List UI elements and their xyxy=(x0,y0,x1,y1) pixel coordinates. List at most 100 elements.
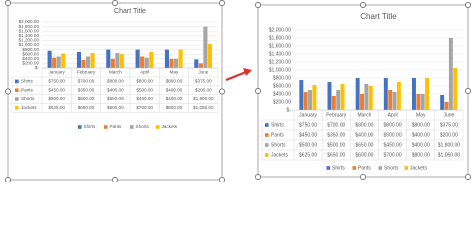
bar xyxy=(425,78,430,110)
bar xyxy=(331,96,336,110)
bar xyxy=(106,49,111,68)
table-cell: $700.00 xyxy=(78,79,95,84)
bar xyxy=(47,50,52,68)
bar xyxy=(207,43,212,68)
table-cell: $450.00 xyxy=(299,132,317,138)
y-tick-label: $200.00 xyxy=(22,61,39,66)
x-tick-label: May xyxy=(416,112,426,118)
table-cell: $1,050.00 xyxy=(438,152,460,158)
y-tick-label: $1,400.00 xyxy=(269,51,291,57)
table-row-label: Shirts xyxy=(21,79,33,84)
bar xyxy=(453,68,458,110)
table-cell: $375.00 xyxy=(440,122,458,128)
y-tick-label: $1,200.00 xyxy=(269,59,291,65)
bar xyxy=(420,94,425,110)
bar xyxy=(178,49,183,68)
y-tick-label: $1,800.00 xyxy=(19,24,40,29)
table-legend-key xyxy=(15,97,19,101)
bar xyxy=(198,63,203,68)
resize-handle xyxy=(219,0,225,6)
resize-handle xyxy=(465,2,471,8)
table-cell: $800.00 xyxy=(107,79,124,84)
table-cell: $800.00 xyxy=(355,122,373,128)
y-tick-label: $2,000.00 xyxy=(269,27,291,33)
table-cell: $400.00 xyxy=(412,142,430,148)
screenshot: Chart Title$-$200.00$400.00$600.00$800.0… xyxy=(5,0,471,182)
table-cell: $400.00 xyxy=(107,87,124,92)
legend-key xyxy=(326,166,331,170)
table-cell: $625.00 xyxy=(299,152,317,158)
table-cell: $500.00 xyxy=(299,142,317,148)
bar xyxy=(174,58,179,68)
y-tick-label: $800.00 xyxy=(22,47,39,52)
chart-frame xyxy=(257,4,469,178)
chart: Chart Title$-$200.00$400.00$600.00$800.0… xyxy=(255,2,471,180)
bar xyxy=(81,59,86,68)
bar xyxy=(52,57,57,68)
resize-handle xyxy=(219,177,225,182)
y-tick-label: $400.00 xyxy=(22,56,39,61)
table-cell: $650.00 xyxy=(78,105,95,110)
resize-handle xyxy=(255,88,261,94)
table-cell: $375.00 xyxy=(195,79,212,84)
chart: Chart Title$-$200.00$400.00$600.00$800.0… xyxy=(5,0,225,182)
table-cell: $800.00 xyxy=(412,122,430,128)
x-tick-label: March xyxy=(109,70,122,75)
table-row-label: Jackets xyxy=(271,152,288,158)
table-legend-key xyxy=(265,133,269,137)
table-cell: $450.00 xyxy=(48,87,65,92)
table-legend-key xyxy=(15,79,19,84)
table-cell: $800.00 xyxy=(384,122,402,128)
table-cell: $500.00 xyxy=(327,142,345,148)
bar xyxy=(336,90,341,110)
table-cell: $200.00 xyxy=(195,87,212,92)
table-cell: $650.00 xyxy=(355,142,373,148)
table-cell: $800.00 xyxy=(166,105,183,110)
bar xyxy=(135,49,140,68)
bar xyxy=(396,82,401,110)
y-tick-label: $1,400.00 xyxy=(19,33,40,38)
bar xyxy=(56,56,61,68)
table-cell: $800.00 xyxy=(166,79,183,84)
bar xyxy=(444,102,449,110)
resize-handle xyxy=(219,88,225,95)
bar xyxy=(327,82,332,110)
x-tick-label: April xyxy=(388,112,398,118)
bar xyxy=(383,78,388,110)
bar xyxy=(76,51,81,68)
resize-handle xyxy=(5,177,11,182)
x-tick-label: June xyxy=(443,112,454,118)
table-cell: $450.00 xyxy=(384,142,402,148)
table-cell: $1,800.00 xyxy=(438,142,460,148)
resize-handle xyxy=(255,2,261,8)
bar xyxy=(364,84,369,110)
table-cell: $500.00 xyxy=(48,96,65,101)
bar xyxy=(203,26,208,69)
bar xyxy=(360,94,364,110)
table-cell: $700.00 xyxy=(384,152,402,158)
legend-label: Pants xyxy=(110,124,122,129)
bar xyxy=(86,56,91,68)
y-tick-label: $1,000.00 xyxy=(269,67,291,73)
table-cell: $200.00 xyxy=(440,132,458,138)
table-cell: $400.00 xyxy=(412,132,430,138)
y-tick-label: $400.00 xyxy=(273,91,291,97)
table-legend-key xyxy=(15,106,19,110)
table-cell: $400.00 xyxy=(355,132,373,138)
table-cell: $700.00 xyxy=(327,122,345,128)
bar xyxy=(140,56,145,68)
table-row-label: Pants xyxy=(271,132,284,138)
table-legend-key xyxy=(15,88,19,92)
table-cell: $500.00 xyxy=(78,96,95,101)
bar xyxy=(340,84,345,110)
x-tick-label: April xyxy=(140,70,149,75)
bar xyxy=(61,53,66,68)
bar xyxy=(194,59,199,68)
table-legend-key xyxy=(265,123,269,127)
y-tick-label: $1,800.00 xyxy=(269,35,291,41)
bar xyxy=(110,58,115,68)
resize-handle xyxy=(465,88,471,94)
table-cell: $650.00 xyxy=(107,96,124,101)
bar xyxy=(388,90,393,110)
y-tick-label: $- xyxy=(287,107,292,113)
